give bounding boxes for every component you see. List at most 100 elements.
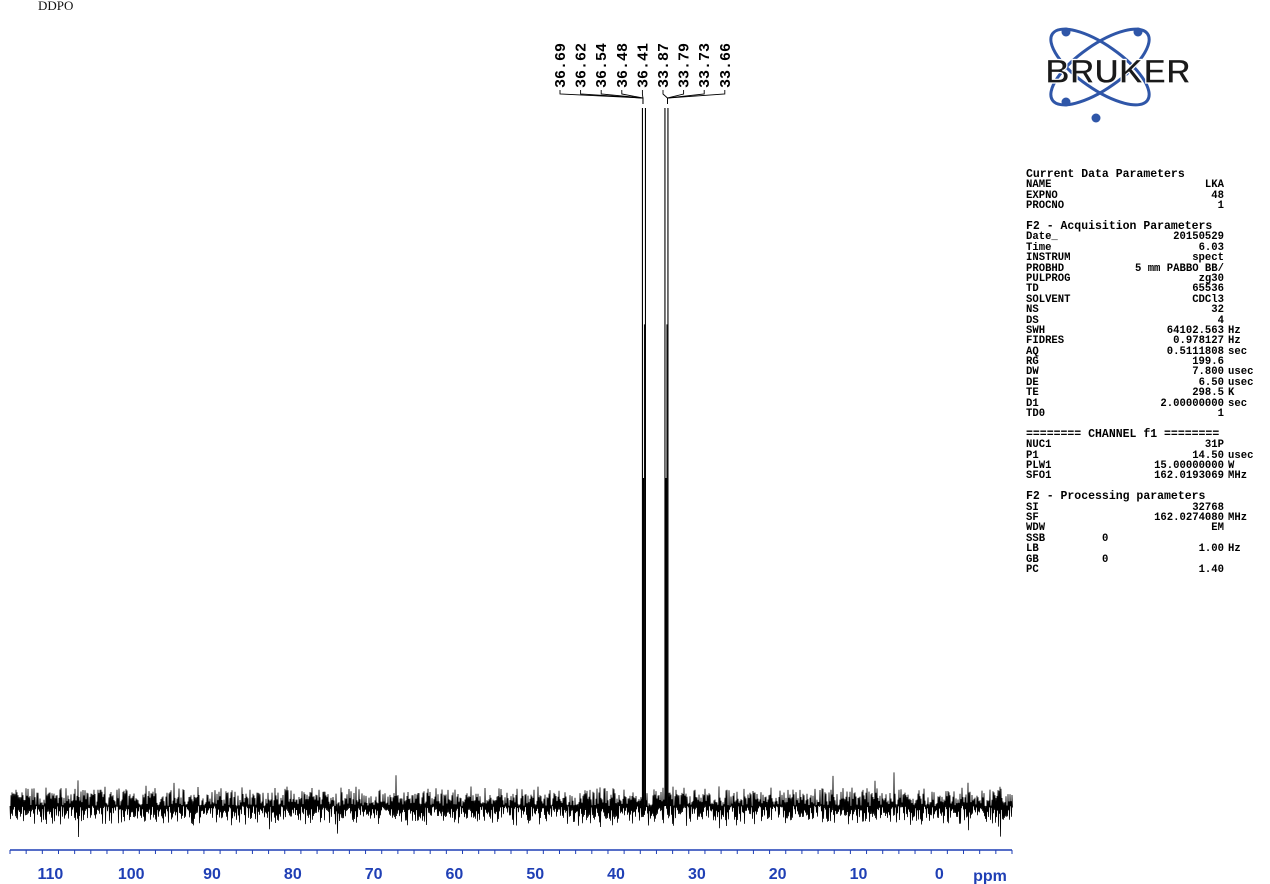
param-key: DS xyxy=(1026,314,1039,327)
param-row: P1 14.50 usec xyxy=(1026,449,1254,462)
peak-connector xyxy=(641,90,644,104)
x-tick-label: 50 xyxy=(526,866,544,883)
param-row: TD0 1 xyxy=(1026,408,1253,421)
param-value: zg30 xyxy=(1198,272,1224,285)
peak-label: 33.73 xyxy=(697,43,714,88)
param-value: 20150529 xyxy=(1173,231,1224,244)
param-unit xyxy=(1224,565,1228,575)
param-unit xyxy=(1224,201,1228,211)
param-section-header: Current Data Parameters xyxy=(1026,168,1185,181)
param-unit xyxy=(1224,243,1228,253)
param-unit: K xyxy=(1228,387,1235,400)
param-row: NS 32 xyxy=(1026,305,1253,316)
param-key: SFO1 xyxy=(1026,470,1052,483)
param-key: TD0 xyxy=(1026,408,1046,421)
param-row: SFO1 162.0193069 MHz xyxy=(1026,470,1253,483)
param-value: 14.50 xyxy=(1192,449,1224,462)
param-section: Current Data Parameters NAME LKA EXPNO 48 PRO… xyxy=(1026,168,1253,213)
param-unit xyxy=(1224,264,1228,274)
param-value: 0 xyxy=(1102,553,1109,566)
param-key: Time xyxy=(1026,241,1052,254)
param-value: 48 xyxy=(1211,189,1224,202)
param-row: SOLVENT CDCl3 xyxy=(1026,293,1253,306)
param-row: PC 1.40 xyxy=(1026,563,1253,576)
param-value: CDCl3 xyxy=(1192,293,1224,306)
param-section: F2 - Processing parameters SI 32768 SF 162.0… xyxy=(1026,490,1253,576)
param-key: SOLVENT xyxy=(1026,293,1071,306)
param-value: 5 mm PABBO BB/ xyxy=(1134,262,1224,275)
x-tick-label: 100 xyxy=(118,866,145,883)
param-section-header: ======== CHANNEL f1 ======== xyxy=(1026,427,1220,441)
param-key: Date_ xyxy=(1026,231,1058,244)
param-key: PC xyxy=(1026,563,1039,576)
peak-lines xyxy=(641,108,669,806)
param-row: Time 6.03 xyxy=(1026,241,1253,254)
param-key: D1 xyxy=(1026,397,1039,410)
param-key: NAME xyxy=(1026,179,1052,192)
param-unit xyxy=(1224,295,1228,305)
peak-connector xyxy=(667,90,726,104)
x-axis-unit-label: ppm xyxy=(973,868,1007,884)
param-key: GB xyxy=(1026,553,1039,566)
param-key: PULPROG xyxy=(1026,272,1071,285)
param-value: 2.00000000 xyxy=(1160,397,1224,410)
param-value: 15.00000000 xyxy=(1154,459,1224,472)
param-value: 199.6 xyxy=(1192,356,1224,369)
param-unit xyxy=(1224,232,1228,242)
param-row: PLW1 15.00000000 W xyxy=(1026,459,1253,472)
param-value: 7.800 xyxy=(1192,366,1224,379)
param-row: INSTRUM spect xyxy=(1026,252,1253,265)
param-row: WDW EM xyxy=(1026,522,1253,535)
param-key: SI xyxy=(1026,501,1039,514)
param-key: PLW1 xyxy=(1026,459,1052,472)
param-row: GB 0 xyxy=(1026,553,1253,566)
nmr-spectrum-plot: 36.69 36.62 36.54 36.48 36.41 33.87 33.79 33.73… xyxy=(9,43,1013,884)
x-tick-label: 90 xyxy=(203,866,221,883)
param-unit: Hz xyxy=(1228,543,1241,556)
param-value: 298.5 xyxy=(1192,387,1224,400)
param-unit: sec xyxy=(1228,345,1248,358)
param-value: 162.0193069 xyxy=(1154,470,1224,483)
param-row: SF 162.0274080 MHz xyxy=(1026,511,1253,524)
x-tick-label: 30 xyxy=(688,866,706,883)
param-unit: usec xyxy=(1228,449,1254,462)
param-row: Date_ 20150529 xyxy=(1026,231,1253,244)
param-unit: usec xyxy=(1228,366,1254,379)
param-key: TE xyxy=(1026,387,1039,400)
param-row: TD 65536 xyxy=(1026,283,1253,296)
x-tick-label: 70 xyxy=(365,866,383,883)
param-unit: MHz xyxy=(1228,511,1248,524)
peak-label: 33.66 xyxy=(718,43,735,88)
param-value: 1 xyxy=(1217,200,1224,213)
x-axis: 110 100 90 80 70 60 50 40 30 20 10 0 ppm xyxy=(9,849,1013,884)
x-tick-label: 40 xyxy=(607,866,625,883)
sample-label: DDPO xyxy=(38,0,74,13)
param-row: DE 6.50 usec xyxy=(1026,377,1253,388)
param-key: P1 xyxy=(1026,449,1039,462)
param-unit xyxy=(1224,180,1228,190)
param-key: PROBHD xyxy=(1026,262,1065,275)
param-value: 64102.563 xyxy=(1166,324,1224,337)
param-key: RG xyxy=(1026,356,1039,369)
x-tick-label: 0 xyxy=(935,866,944,883)
param-unit: W xyxy=(1228,459,1235,472)
peak-label: 36.41 xyxy=(635,43,652,88)
param-unit xyxy=(1224,523,1228,533)
param-unit: Hz xyxy=(1228,324,1241,337)
param-row: SI 32768 xyxy=(1026,501,1253,514)
param-value: 162.0274080 xyxy=(1154,511,1224,524)
peak-label: 36.54 xyxy=(594,43,611,88)
param-section-header: F2 - Processing parameters xyxy=(1026,490,1206,504)
param-unit xyxy=(1224,305,1228,315)
param-unit: Hz xyxy=(1228,335,1241,348)
param-value: 65536 xyxy=(1192,283,1224,296)
x-tick-label: 20 xyxy=(769,866,787,883)
param-value: 1.40 xyxy=(1198,563,1224,576)
x-tick-label: 10 xyxy=(850,866,868,883)
param-section: F2 - Acquisition Parameters Date_ 20150529… xyxy=(1026,220,1254,421)
param-row: PULPROG zg30 xyxy=(1026,272,1253,285)
param-value: EM xyxy=(1211,522,1224,535)
peak-connectors xyxy=(559,90,726,104)
param-value: spect xyxy=(1192,252,1224,265)
param-key: SSB xyxy=(1026,532,1046,545)
